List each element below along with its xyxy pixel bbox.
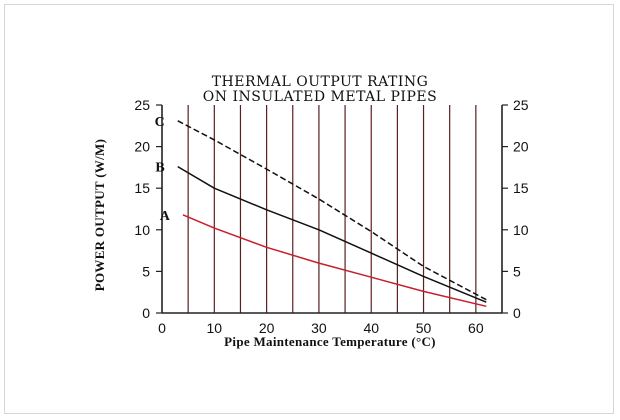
left-y-tick-label-0: 0 bbox=[142, 305, 150, 321]
x-axis-label: Pipe Maintenance Temperature (°C) bbox=[224, 334, 436, 349]
right-y-tick-label-0: 0 bbox=[513, 305, 521, 321]
x-tick-label-30: 30 bbox=[311, 320, 327, 336]
image-frame bbox=[4, 4, 614, 414]
series-label-a: A bbox=[160, 209, 171, 224]
series-label-b: B bbox=[155, 161, 164, 176]
series-label-c: C bbox=[155, 115, 165, 130]
series-labels: C B A bbox=[155, 115, 171, 224]
left-y-tick-label-10: 10 bbox=[134, 222, 150, 238]
plot-axes bbox=[156, 104, 508, 314]
left-y-tick-label-5: 5 bbox=[142, 263, 150, 279]
right-y-tick-label-20: 20 bbox=[513, 139, 529, 155]
left-y-tick-label-20: 20 bbox=[134, 139, 150, 155]
left-y-tick-label-25: 25 bbox=[134, 97, 150, 113]
right-y-tick-label-25: 25 bbox=[513, 97, 529, 113]
plot-grid bbox=[161, 105, 503, 313]
x-tick-label-20: 20 bbox=[259, 320, 275, 336]
right-y-tick-label-5: 5 bbox=[513, 263, 521, 279]
x-tick-label-40: 40 bbox=[363, 320, 379, 336]
chart-title-line-1: THERMAL OUTPUT RATING bbox=[212, 74, 429, 90]
data-series bbox=[177, 120, 487, 308]
left-y-tick-label-15: 15 bbox=[134, 180, 150, 196]
series-line-a bbox=[182, 214, 487, 308]
x-tick-label-10: 10 bbox=[207, 320, 223, 336]
x-tick-label-0: 0 bbox=[158, 320, 166, 336]
x-tick-label-50: 50 bbox=[416, 320, 432, 336]
series-line-c bbox=[177, 120, 487, 301]
right-y-tick-label-10: 10 bbox=[513, 222, 529, 238]
y-axis-label: POWER OUTPUT (W/M) bbox=[92, 139, 107, 292]
x-tick-label-60: 60 bbox=[468, 320, 484, 336]
chart-title-line-2: ON INSULATED METAL PIPES bbox=[203, 89, 437, 105]
series-line-b bbox=[177, 165, 487, 303]
right-y-tick-label-15: 15 bbox=[513, 180, 529, 196]
